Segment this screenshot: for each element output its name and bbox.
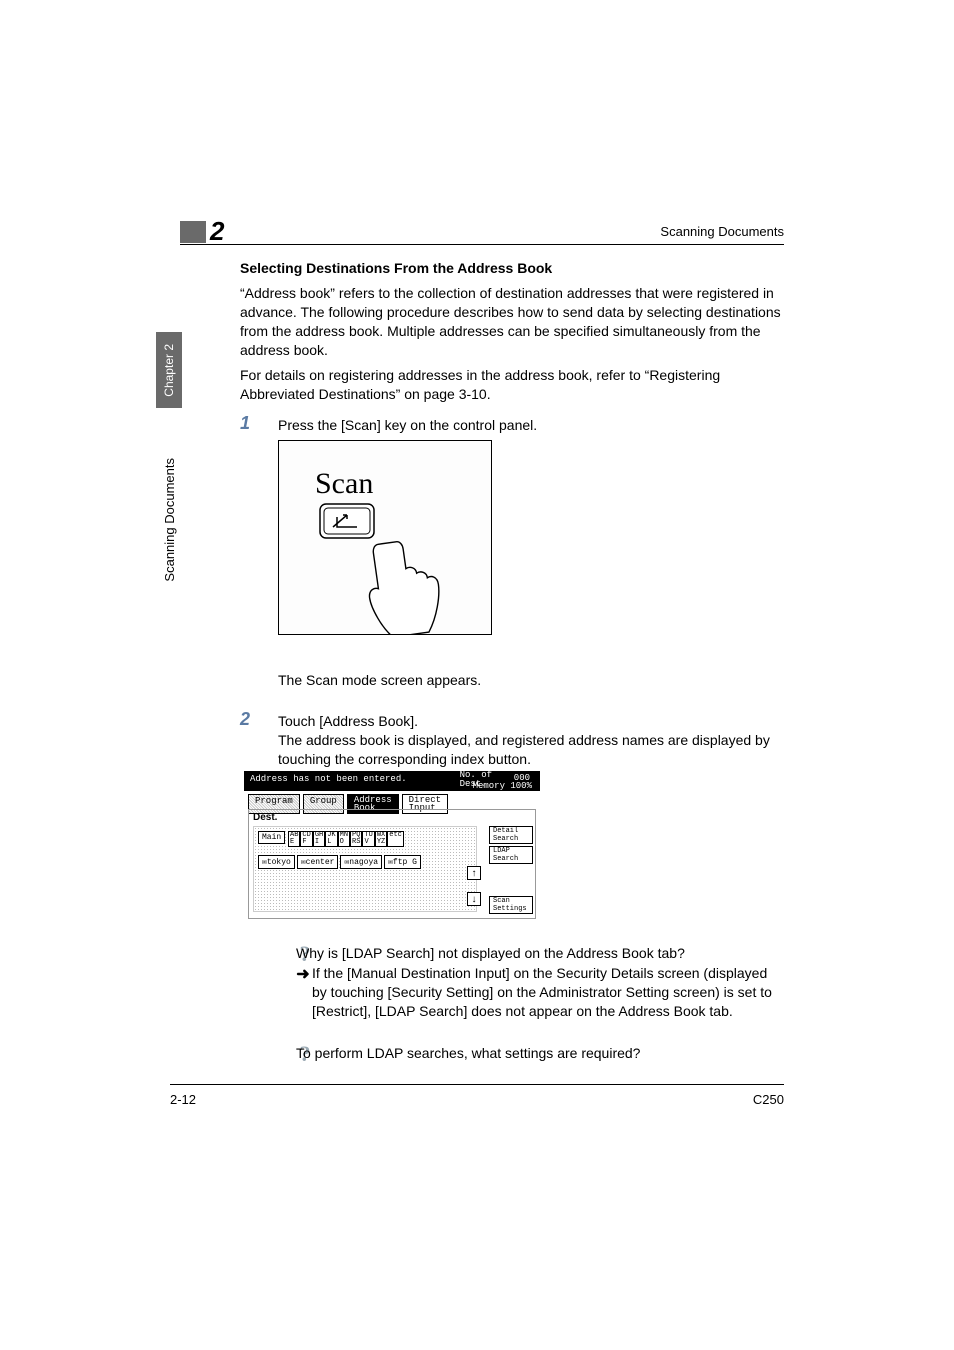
chapter-bar [180,221,206,243]
chapter-number: 2 [210,216,224,247]
addr-tokyo[interactable]: ✉tokyo [258,855,295,869]
header-rule [180,244,784,245]
detail-search-button[interactable]: Detail Search [489,826,533,844]
scroll-down-button[interactable]: ↓ [467,892,481,906]
alpha-index-row: AB E CD F GH I JK L MN O PQ RS TU V WX Y… [288,831,404,847]
side-label-section: Scanning Documents [156,440,182,600]
footer-page-number: 2-12 [170,1092,196,1107]
figure-scan-key: Scan [278,440,492,635]
index-cd[interactable]: CD F [300,831,312,847]
index-jk[interactable]: JK L [325,831,337,847]
page: 2 Scanning Documents Chapter 2 Scanning … [0,0,954,1350]
footer-model: C250 [753,1092,784,1107]
scan-key-label: Scan [315,467,373,501]
scan-key-icon [319,503,375,543]
index-etc[interactable]: etc [387,831,404,847]
index-main[interactable]: Main [258,831,285,844]
index-ab[interactable]: AB E [288,831,300,847]
section-title: Selecting Destinations From the Address … [240,260,552,276]
question-1: Why is [LDAP Search] not displayed on th… [296,944,784,963]
addr-ftp-g[interactable]: ✉ftp G [384,855,421,869]
index-wx[interactable]: WX YZ [375,831,387,847]
screen-topbar: Address has not been entered. No. of Des… [244,771,540,791]
figure-1-caption: The Scan mode screen appears. [278,672,481,688]
main-index-row: Main [258,831,285,844]
dest-label: Dest. [253,812,277,823]
paragraph-intro: “Address book” refers to the collection … [240,284,785,360]
step-2-number: 2 [240,709,250,730]
side-tab-label: Chapter 2 [162,344,176,397]
screen-inner: Dest. Main AB E CD F GH I JK L MN O PQ R… [248,809,536,919]
ldap-search-button[interactable]: LDAP Search [489,846,533,864]
addr-center[interactable]: ✉center [297,855,339,869]
chapter-number-box: 2 [180,216,224,247]
status-message: Address has not been entered. [250,774,407,784]
answer-arrow-icon: ➜ [294,964,312,984]
figure-address-book-screen: Address has not been entered. No. of Des… [244,771,540,923]
scroll-up-button[interactable]: ↑ [467,866,481,880]
step-1-number: 1 [240,413,250,434]
question-2: To perform LDAP searches, what settings … [296,1044,784,1063]
footer-rule [170,1084,784,1085]
side-tab-chapter: Chapter 2 [156,332,182,408]
side-label-text: Scanning Documents [162,458,177,582]
address-panel: Main AB E CD F GH I JK L MN O PQ RS TU V… [253,826,477,912]
index-gh[interactable]: GH I [313,831,325,847]
running-head: Scanning Documents [660,224,784,239]
index-tu[interactable]: TU V [362,831,374,847]
paragraph-xref: For details on registering addresses in … [240,366,785,404]
address-row: ✉tokyo ✉center ✉nagoya ✉ftp G [258,855,421,869]
answer-1: If the [Manual Destination Input] on the… [312,964,784,1021]
addr-nagoya[interactable]: ✉nagoya [340,855,382,869]
index-pq[interactable]: PQ RS [350,831,362,847]
step-1-text: Press the [Scan] key on the control pane… [278,416,784,435]
hand-pointer-icon [365,541,465,635]
step-2-text: Touch [Address Book]. The address book i… [278,712,784,769]
memory-status: Memory 100% [473,781,532,791]
index-mn[interactable]: MN O [338,831,350,847]
header-row: 2 Scanning Documents [180,216,784,247]
scan-settings-button[interactable]: Scan Settings [489,896,533,914]
